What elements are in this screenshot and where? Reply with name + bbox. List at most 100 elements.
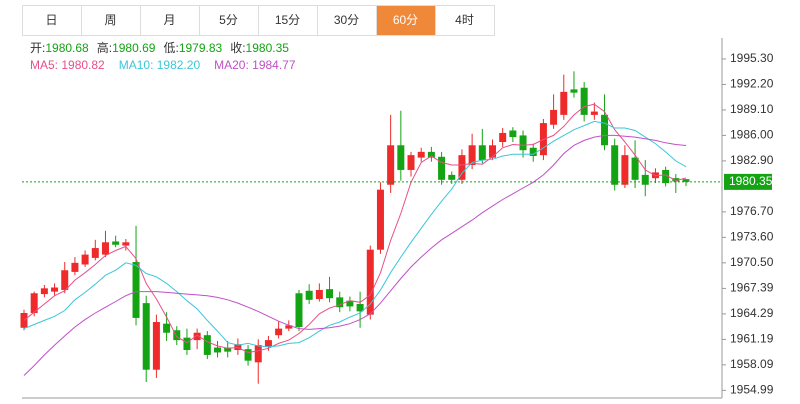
candle-body: [163, 323, 171, 333]
y-tick-label: 1989.10: [730, 102, 774, 116]
candle-body: [509, 130, 517, 138]
candle-body: [346, 300, 354, 307]
tab-label: 30分: [334, 13, 359, 27]
tab[interactable]: 4时: [435, 5, 495, 36]
tab-label: 60分: [393, 13, 418, 27]
candle-body: [336, 297, 344, 308]
candle-body: [601, 114, 609, 146]
candle-body: [173, 330, 181, 341]
y-tick-label: 1986.00: [730, 128, 774, 142]
legend-entry: MA20: 1984.77: [214, 58, 296, 72]
candle-body: [366, 249, 374, 315]
candle-body: [621, 155, 629, 185]
candle-body: [519, 135, 527, 151]
candle-body: [672, 178, 680, 182]
tab[interactable]: 15分: [258, 5, 318, 36]
tab-label: 月: [163, 13, 175, 27]
candle-body: [305, 290, 313, 300]
y-tick-label: 1995.30: [730, 51, 774, 65]
candle-body: [183, 337, 191, 350]
y-tick-label: 1982.90: [730, 153, 774, 167]
last-price-label: 1980.35: [729, 174, 773, 188]
candle-body: [51, 287, 59, 292]
candle-body: [61, 270, 69, 290]
candle-body: [142, 303, 150, 370]
tab-box: [140, 5, 200, 36]
candle-body: [152, 322, 160, 370]
tab-box: [199, 5, 259, 36]
candle-body: [326, 289, 334, 299]
candle-body: [30, 293, 38, 313]
candle-body: [458, 155, 466, 180]
info-value: 1980.68: [45, 41, 89, 55]
candle-body: [407, 155, 415, 170]
candle-body: [641, 174, 649, 185]
legend-entry: MA10: 1982.20: [119, 58, 201, 72]
info-label: 高:: [97, 40, 112, 55]
candle-body: [71, 262, 79, 272]
candle-body: [224, 347, 232, 352]
candle-body: [244, 349, 252, 361]
candle-body: [438, 156, 446, 180]
legend-entry: MA5: 1980.82: [30, 58, 105, 72]
tab-box: [435, 5, 495, 36]
info-value: 1980.35: [246, 41, 290, 55]
tab[interactable]: 5分: [199, 5, 259, 36]
y-tick-label: 1958.09: [730, 357, 774, 371]
tab-label: 15分: [275, 13, 300, 27]
candle-body: [264, 340, 272, 347]
tab[interactable]: 60分: [376, 5, 436, 36]
candle-body: [295, 293, 303, 327]
candle-body: [662, 169, 670, 184]
candle-body: [560, 91, 568, 115]
candle-body: [529, 147, 537, 156]
ma-line: [23, 103, 687, 354]
candle-body: [478, 145, 486, 161]
tab-label: 4时: [455, 13, 474, 27]
info-value: 1980.69: [112, 41, 156, 55]
candle-body: [468, 145, 476, 166]
candle-body: [397, 145, 405, 170]
y-tick-label: 1970.50: [730, 255, 774, 269]
y-tick-label: 1976.70: [730, 204, 774, 218]
y-tick-label: 1973.60: [730, 230, 774, 244]
candle-body: [580, 87, 588, 115]
candle-body: [132, 262, 140, 318]
y-tick-label: 1961.19: [730, 332, 774, 346]
candle-body: [417, 151, 425, 158]
tab[interactable]: 日: [22, 5, 82, 36]
candle-body: [81, 254, 89, 265]
tab[interactable]: 月: [140, 5, 200, 36]
candle-body: [112, 241, 120, 245]
last-price-box: [724, 173, 772, 190]
ma-line: [23, 120, 687, 348]
y-tick-label: 1992.20: [730, 77, 774, 91]
tab-label: 5分: [219, 13, 238, 27]
info-label: 收:: [230, 41, 245, 55]
ma-legend: MA5: 1980.82 MA10: 1982.20 MA20: 1984.77: [30, 58, 296, 72]
ohlc-info: 开:1980.68 高:1980.69 低:1979.83 收:1980.35: [30, 40, 289, 55]
tab-label: 周: [104, 13, 116, 27]
info-label: 开:: [30, 41, 45, 55]
candle-body: [122, 242, 130, 246]
candle-body: [214, 347, 222, 353]
candle-body: [682, 179, 690, 182]
tab-box: [376, 5, 436, 36]
candle-body: [550, 109, 558, 125]
tab[interactable]: 周: [81, 5, 141, 36]
info-label: 低:: [163, 41, 178, 55]
candle-body: [427, 151, 435, 158]
candle-body: [91, 248, 99, 258]
ma-line: [23, 134, 687, 376]
y-tick-label: 1967.39: [730, 281, 774, 295]
tab[interactable]: 30分: [317, 5, 377, 36]
y-tick-label: 1954.99: [730, 383, 774, 397]
candle-body: [570, 89, 578, 93]
y-tick-label: 1964.29: [730, 306, 774, 320]
candle-body: [101, 242, 109, 255]
candle-body: [254, 345, 262, 363]
tab-box: [317, 5, 377, 36]
candle-body: [590, 111, 598, 115]
candle-body: [315, 289, 323, 300]
